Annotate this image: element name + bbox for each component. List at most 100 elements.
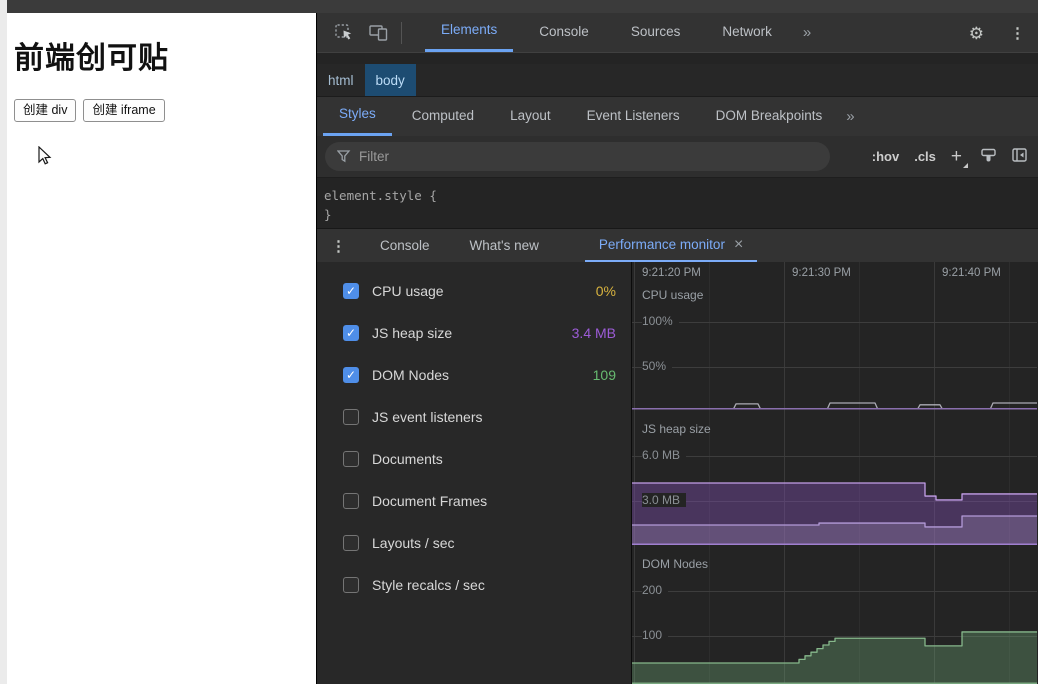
devtools-main-tabs: Elements Console Sources Network	[420, 13, 793, 52]
checkbox-cpu-usage[interactable]: ✓	[343, 283, 359, 299]
drawer-menu-icon[interactable]: ⋮	[331, 237, 346, 255]
metric-row-js-event-listeners[interactable]: JS event listeners	[317, 396, 631, 438]
checkbox-document-frames[interactable]	[343, 493, 359, 509]
gridline-label-js-heap-size-6-0-mb: 6.0 MB	[642, 448, 687, 462]
metric-value-js-heap-size: 3.4 MB	[571, 325, 616, 341]
device-toolbar-icon[interactable]	[365, 20, 391, 46]
metric-row-js-heap-size[interactable]: ✓ JS heap size 3.4 MB	[317, 312, 631, 354]
metric-label: DOM Nodes	[372, 367, 450, 383]
mouse-cursor-icon	[38, 146, 52, 165]
gridline-label-dom-nodes-100: 100	[642, 628, 669, 642]
metric-row-dom-nodes[interactable]: ✓ DOM Nodes 109	[317, 354, 631, 396]
drawer-tab-label: Console	[380, 238, 430, 253]
close-icon[interactable]: ×	[733, 235, 744, 253]
chart-section-title-dom-nodes: DOM Nodes	[642, 557, 709, 571]
metric-value-cpu-usage: 0%	[595, 283, 616, 299]
metric-value-dom-nodes: 109	[592, 367, 616, 383]
style-rule-close-brace: }	[324, 207, 332, 222]
plus-corner-triangle	[963, 162, 968, 168]
metric-row-layouts-sec[interactable]: Layouts / sec	[317, 522, 631, 564]
drawer-tab-label: Performance monitor	[598, 237, 725, 252]
styles-tab-bar: Styles Computed Layout Event Listeners DOM B…	[317, 97, 1038, 136]
checkbox-dom-nodes[interactable]: ✓	[343, 367, 359, 383]
checkbox-documents[interactable]	[343, 451, 359, 467]
styles-filter-bar: Filter :hov .cls +	[317, 136, 1038, 178]
gridline-label-dom-nodes-200: 200	[642, 583, 669, 597]
performance-monitor-panel: ✓ CPU usage 0% ✓ JS heap size 3.4 MB ✓ DOM Node…	[317, 262, 1038, 684]
metric-label: Layouts / sec	[372, 535, 455, 551]
page-buttons: 创建 div 创建 iframe	[14, 99, 165, 122]
performance-metrics-list: ✓ CPU usage 0% ✓ JS heap size 3.4 MB ✓ DOM Node…	[317, 262, 632, 684]
checkbox-js-event-listeners[interactable]	[343, 409, 359, 425]
metric-label: JS event listeners	[372, 409, 483, 425]
tab-sources[interactable]: Sources	[630, 24, 681, 39]
filter-funnel-icon	[337, 150, 351, 163]
button-div[interactable]: 创建 div	[14, 99, 77, 122]
breadcrumb-item-html[interactable]: html	[328, 73, 354, 88]
metric-row-documents[interactable]: Documents	[317, 438, 631, 480]
element-state-brush-icon[interactable]	[981, 148, 997, 166]
metric-row-style-recalcs-sec[interactable]: Style recalcs / sec	[317, 564, 631, 606]
plus-icon: +	[950, 145, 962, 167]
drawer-tab-label: What's new	[469, 238, 539, 253]
checkbox-style-recalcs-sec[interactable]	[343, 577, 359, 593]
filter-input[interactable]: Filter	[325, 142, 830, 171]
toggle-sidebar-icon[interactable]	[1012, 148, 1027, 165]
drawer-tab-what-s-new[interactable]: What's new	[456, 229, 553, 262]
gridline-label-cpu-usage-50: 50%	[642, 359, 673, 373]
style-rule-selector: element.style {	[324, 188, 437, 203]
more-tabs-icon[interactable]: »	[802, 24, 811, 41]
timestamp-label: 9:21:40 PM	[942, 267, 1001, 279]
drawer-tab-performance-monitor[interactable]: Performance monitor ×	[584, 229, 758, 262]
gridline-label-cpu-usage-100: 100%	[642, 314, 679, 328]
tab-event-listeners[interactable]: Event Listeners	[586, 108, 680, 123]
inspect-element-icon[interactable]	[331, 20, 357, 46]
performance-charts-area: 9:21:20 PM 9:21:30 PM 9:21:40 PM CPU usage 1…	[632, 262, 1037, 684]
devtools-toolbar: Elements Console Sources Network » ⚙ ⋮	[317, 13, 1038, 53]
more-styles-tabs-icon[interactable]: »	[846, 108, 854, 125]
page-title: 前端创可贴	[14, 42, 169, 75]
chart-section-title-cpu-usage: CPU usage	[642, 288, 704, 302]
toolbar-divider	[401, 21, 402, 44]
metric-row-cpu-usage[interactable]: ✓ CPU usage 0%	[317, 270, 631, 312]
new-style-rule-button[interactable]: +	[950, 145, 968, 168]
toolbar-right-group: ⚙ ⋮	[969, 13, 1025, 53]
performance-charts	[632, 262, 1037, 684]
gridline-label-js-heap-size-3-0-mb: 3.0 MB	[642, 493, 687, 507]
tab-computed[interactable]: Computed	[411, 108, 475, 123]
styles-tabs: Styles Computed Layout Event Listeners DOM B…	[321, 97, 840, 136]
metric-label: Documents	[372, 451, 443, 467]
metric-label: JS heap size	[372, 325, 453, 341]
tab-elements[interactable]: Elements	[425, 13, 514, 52]
settings-gear-icon[interactable]: ⚙	[968, 23, 984, 43]
timestamp-label: 9:21:30 PM	[792, 267, 851, 279]
metric-label: CPU usage	[372, 283, 444, 299]
elements-tree-area	[317, 53, 1038, 64]
tab-console[interactable]: Console	[539, 24, 589, 39]
checkbox-layouts-sec[interactable]	[343, 535, 359, 551]
tab-layout[interactable]: Layout	[510, 108, 551, 123]
toggle-class-button[interactable]: .cls	[914, 149, 936, 164]
chart-section-title-js-heap-size: JS heap size	[642, 422, 711, 436]
metric-label: Document Frames	[372, 493, 488, 509]
toggle-hover-state-button[interactable]: :hov	[871, 149, 900, 164]
tab-network[interactable]: Network	[722, 24, 772, 39]
metric-row-document-frames[interactable]: Document Frames	[317, 480, 631, 522]
checkbox-js-heap-size[interactable]: ✓	[343, 325, 359, 341]
devtools-panel: Elements Console Sources Network » ⚙ ⋮ html…	[316, 13, 1038, 684]
filter-placeholder: Filter	[359, 149, 389, 164]
style-rules-pane[interactable]: element.style { }	[317, 178, 1038, 228]
drawer-tab-console[interactable]: Console	[366, 229, 444, 262]
styles-toolbar-buttons: :hov .cls +	[871, 145, 1031, 168]
devtools-menu-icon[interactable]: ⋮	[1010, 25, 1025, 42]
browser-page: 前端创可贴 创建 div 创建 iframe	[7, 13, 317, 684]
tab-styles[interactable]: Styles	[323, 97, 392, 136]
breadcrumb-item-body[interactable]: body	[364, 64, 416, 96]
drawer-tab-bar: ⋮ Console What's new Performance monitor ×	[317, 228, 1038, 262]
breadcrumb: html body	[317, 64, 1038, 97]
metric-label: Style recalcs / sec	[372, 577, 485, 593]
button-iframe[interactable]: 创建 iframe	[83, 99, 165, 122]
window-title-strip	[7, 0, 1038, 13]
tab-dom-breakpoints[interactable]: DOM Breakpoints	[715, 108, 823, 123]
